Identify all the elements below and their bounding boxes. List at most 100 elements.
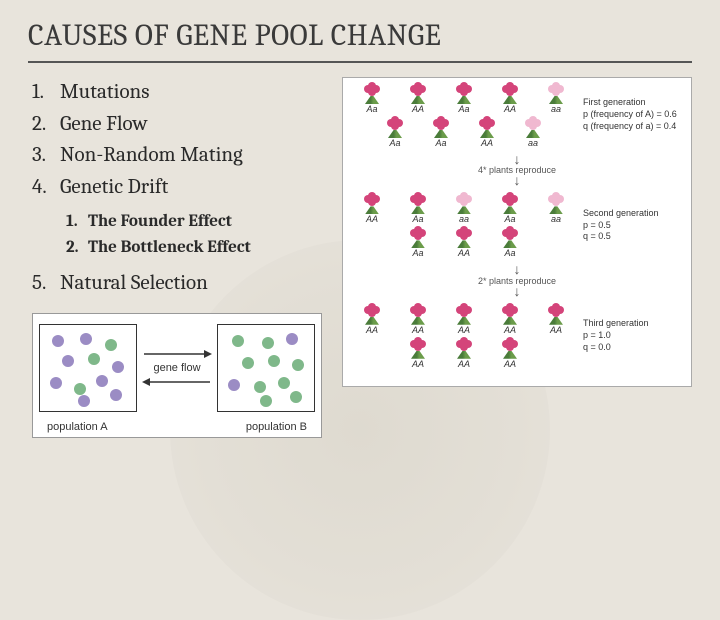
genotype-label: Aa [366, 105, 377, 114]
gen-text-line: q = 0.5 [583, 231, 685, 243]
genotype-label: aa [459, 215, 469, 224]
flower-stem [457, 96, 471, 104]
flower-head [362, 192, 382, 206]
population-dot [268, 355, 280, 367]
gen-text-line: p = 1.0 [583, 330, 685, 342]
genotype-label: AA [504, 360, 516, 369]
gen-text-line: p (frequency of A) = 0.6 [583, 109, 685, 121]
gen-text-line: First generation [583, 97, 685, 109]
population-b-box [217, 324, 315, 412]
flower: AA [536, 303, 576, 335]
population-dot [112, 361, 124, 373]
flower-head [408, 303, 428, 317]
population-dot [292, 359, 304, 371]
list-text: Natural Selection [60, 268, 208, 300]
flower: AA [490, 82, 530, 114]
flower-head [408, 226, 428, 240]
flower-stem [457, 240, 471, 248]
flower-stem [411, 96, 425, 104]
population-dot [228, 379, 240, 391]
sublist-item: 1.The Founder Effect [66, 209, 332, 235]
flower-head [454, 303, 474, 317]
population-dot [286, 333, 298, 345]
flower: AA [490, 303, 530, 335]
flowers-group: AA AA AA AA [349, 303, 579, 369]
genotype-label: AA [412, 105, 424, 114]
pop-a-label: population A [47, 421, 108, 433]
arrow-left-icon [142, 376, 212, 388]
list-number: 4. [32, 172, 60, 204]
flower: AA [467, 116, 507, 148]
flower-stem [411, 240, 425, 248]
flower: Aa [421, 116, 461, 148]
genotype-label: aa [528, 139, 538, 148]
flower-stem [503, 240, 517, 248]
list-item: 4.Genetic Drift [32, 172, 332, 204]
genotype-label: AA [504, 105, 516, 114]
population-dot [105, 339, 117, 351]
flower-stem [434, 130, 448, 138]
genotype-label: Aa [504, 215, 515, 224]
population-dot [110, 389, 122, 401]
gene-flow-center: gene flow [137, 348, 217, 388]
flowers-group: Aa AA Aa AA [349, 82, 579, 148]
slide: CAUSES OF GENE POOL CHANGE 1.Mutations2.… [0, 0, 720, 540]
population-dot [62, 355, 74, 367]
flower-stem [457, 351, 471, 359]
flower-stem [365, 206, 379, 214]
flower-head [500, 226, 520, 240]
genotype-label: AA [550, 326, 562, 335]
list-item: 2.Gene Flow [32, 109, 332, 141]
genotype-label: AA [412, 326, 424, 335]
flower: aa [444, 192, 484, 224]
generation-row: Aa AA Aa AA [343, 78, 691, 152]
flower: AA [444, 303, 484, 335]
down-arrow-icon: ↓ [514, 286, 521, 297]
list-text: The Bottleneck Effect [88, 235, 251, 261]
flower-stem [388, 130, 402, 138]
population-a-box [39, 324, 137, 412]
generation-row: AA AA AA AA [343, 299, 691, 373]
list-item: 3.Non-Random Mating [32, 140, 332, 172]
content-columns: 1.Mutations2.Gene Flow3.Non-Random Matin… [28, 77, 692, 438]
flower: AA [490, 337, 530, 369]
sublist-item: 2.The Bottleneck Effect [66, 235, 332, 261]
gene-flow-main: gene flow [33, 314, 321, 421]
flower-head [408, 192, 428, 206]
list-number: 1. [32, 77, 60, 109]
genotype-label: aa [551, 105, 561, 114]
list-number: 2. [32, 109, 60, 141]
gen-text-line: Third generation [583, 318, 685, 330]
list-text: Mutations [60, 77, 149, 109]
flower-stem [503, 206, 517, 214]
population-dot [278, 377, 290, 389]
generation-text: Second generationp = 0.5q = 0.5 [579, 208, 685, 243]
list-text: Non-Random Mating [60, 140, 243, 172]
flower: AA [398, 303, 438, 335]
flower-head [454, 337, 474, 351]
generation-transition: ↓ 2* plants reproduce ↓ [343, 262, 691, 298]
generations-diagram: Aa AA Aa AA [342, 77, 692, 387]
flower-stem [457, 206, 471, 214]
flower: AA [398, 82, 438, 114]
list-text: The Founder Effect [88, 209, 232, 235]
flower: aa [513, 116, 553, 148]
flower-stem [503, 317, 517, 325]
genotype-label: Aa [504, 249, 515, 258]
genotype-label: AA [481, 139, 493, 148]
population-dot [78, 395, 90, 407]
flower-stem [503, 96, 517, 104]
flower: Aa [398, 226, 438, 258]
left-column: 1.Mutations2.Gene Flow3.Non-Random Matin… [28, 77, 332, 438]
gen-text-line: Second generation [583, 208, 685, 220]
population-dot [290, 391, 302, 403]
flower: AA [352, 192, 392, 224]
flower-stem [503, 351, 517, 359]
flower-head [362, 303, 382, 317]
population-dot [80, 333, 92, 345]
flower-head [362, 82, 382, 96]
list-item: 5. Natural Selection [32, 268, 332, 300]
genotype-label: Aa [389, 139, 400, 148]
flower-stem [411, 206, 425, 214]
population-dot [96, 375, 108, 387]
